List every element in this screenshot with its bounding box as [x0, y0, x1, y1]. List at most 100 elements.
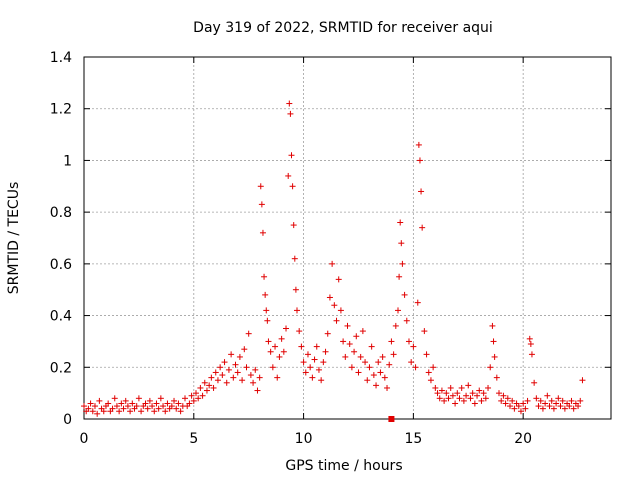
- data-point: [267, 348, 274, 355]
- data-point: [208, 374, 215, 381]
- data-point: [311, 356, 318, 363]
- data-point: [388, 338, 395, 345]
- data-point: [482, 395, 489, 402]
- plot-frame: [83, 56, 612, 420]
- data-point: [257, 183, 264, 190]
- data-point: [533, 395, 540, 402]
- data-point: [449, 392, 456, 399]
- x-axis: 0 5 10 15 20: [80, 57, 532, 447]
- data-point: [91, 403, 98, 410]
- data-point: [427, 377, 434, 384]
- data-point: [570, 405, 577, 412]
- data-point: [418, 188, 425, 195]
- data-point: [252, 366, 259, 373]
- data-point: [537, 397, 544, 404]
- data-point: [192, 390, 199, 397]
- data-point: [348, 364, 355, 371]
- data-point: [520, 400, 527, 407]
- data-point: [436, 395, 443, 402]
- data-point: [396, 273, 403, 280]
- data-point: [293, 307, 300, 314]
- data-point: [335, 276, 342, 283]
- data-point: [214, 377, 221, 384]
- data-point: [539, 405, 546, 412]
- data-point: [264, 317, 271, 324]
- data-point: [210, 384, 217, 391]
- data-point: [337, 307, 344, 314]
- data-point: [395, 307, 402, 314]
- data-point: [177, 408, 184, 415]
- data-point: [256, 374, 263, 381]
- data-point: [182, 395, 189, 402]
- data-point: [153, 400, 160, 407]
- data-point: [368, 343, 375, 350]
- data-point: [261, 273, 268, 280]
- data-point: [245, 330, 252, 337]
- data-point: [164, 400, 171, 407]
- data-point: [353, 333, 360, 340]
- data-points: [81, 100, 586, 422]
- data-point: [390, 351, 397, 358]
- data-point: [135, 395, 142, 402]
- data-point: [250, 379, 257, 386]
- data-point: [186, 400, 193, 407]
- y-tick-label: 0.2: [50, 360, 72, 376]
- data-point: [423, 351, 430, 358]
- data-point: [254, 387, 261, 394]
- data-point: [322, 348, 329, 355]
- data-point: [491, 353, 498, 360]
- data-point: [291, 255, 298, 262]
- data-point: [485, 384, 492, 391]
- data-point: [195, 395, 202, 402]
- data-point: [155, 405, 162, 412]
- data-point: [87, 400, 94, 407]
- data-point: [94, 410, 101, 417]
- data-point: [359, 328, 366, 335]
- data-point: [262, 291, 269, 298]
- data-point: [138, 408, 145, 415]
- data-point: [493, 374, 500, 381]
- data-point: [465, 382, 472, 389]
- data-point: [398, 240, 405, 247]
- data-point: [173, 405, 180, 412]
- data-point: [445, 395, 452, 402]
- data-point: [550, 405, 557, 412]
- data-point: [467, 395, 474, 402]
- data-point: [318, 377, 325, 384]
- data-point: [85, 405, 92, 412]
- data-point: [280, 348, 287, 355]
- data-point: [456, 395, 463, 402]
- data-point: [239, 377, 246, 384]
- data-point: [432, 384, 439, 391]
- data-point: [223, 379, 230, 386]
- data-point: [496, 390, 503, 397]
- data-point: [201, 379, 208, 386]
- data-point: [381, 374, 388, 381]
- data-point: [415, 141, 422, 148]
- data-point: [329, 260, 336, 267]
- data-point: [430, 364, 437, 371]
- data-point: [265, 338, 272, 345]
- data-point: [232, 361, 239, 368]
- data-point: [219, 372, 226, 379]
- data-point: [287, 110, 294, 117]
- data-point: [364, 377, 371, 384]
- data-point: [517, 408, 524, 415]
- data-point: [392, 322, 399, 329]
- data-point: [443, 390, 450, 397]
- data-point: [357, 353, 364, 360]
- data-point: [124, 403, 131, 410]
- data-point: [276, 353, 283, 360]
- data-point: [302, 369, 309, 376]
- data-point: [100, 408, 107, 415]
- data-point: [397, 219, 404, 226]
- data-point: [160, 403, 167, 410]
- data-point: [506, 403, 513, 410]
- data-point: [116, 408, 123, 415]
- data-point: [410, 343, 417, 350]
- data-point: [190, 397, 197, 404]
- data-point: [315, 366, 322, 373]
- data-point: [476, 387, 483, 394]
- data-point: [285, 172, 292, 179]
- data-point: [289, 183, 296, 190]
